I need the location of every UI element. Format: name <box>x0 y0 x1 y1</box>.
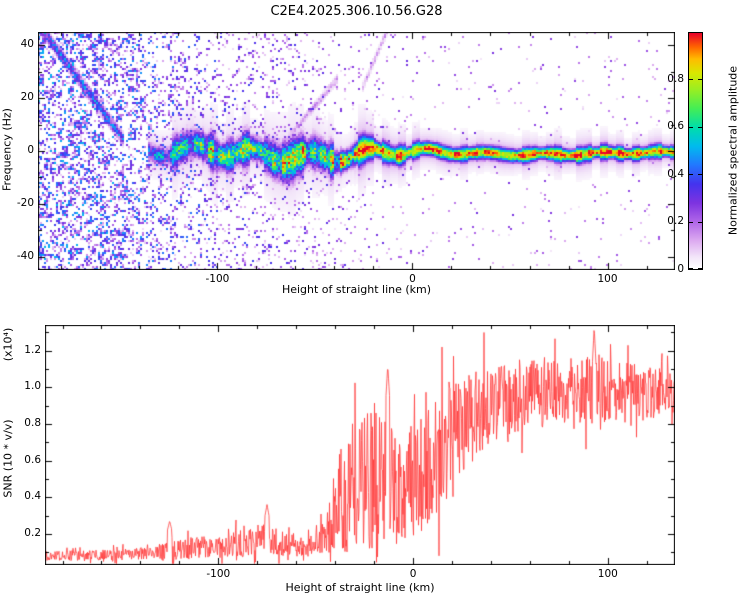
spectrogram-y-tick-label: 40 <box>20 38 34 51</box>
spectrogram-x-tick-label: 100 <box>597 273 618 285</box>
colorbar-tick-mark <box>689 268 693 269</box>
chart-title: C2E4.2025.306.10.56.G28 <box>270 4 443 19</box>
spectrogram-canvas <box>38 32 675 270</box>
colorbar-tick-mark <box>698 126 702 128</box>
colorbar-tick-mark <box>689 174 693 176</box>
spectrogram-xlabel: Height of straight line (km) <box>281 283 432 296</box>
snr-y-tick-label: 1.2 <box>24 343 41 356</box>
colorbar-tick-label: 0.8 <box>667 72 684 85</box>
snr-y-tick-label: 1.0 <box>24 380 41 393</box>
snr-canvas <box>45 325 675 565</box>
colorbar-tick-mark <box>689 126 693 128</box>
snr-x-tick-label: 100 <box>597 568 618 580</box>
colorbar-tick-label: 0.6 <box>667 120 684 133</box>
snr-x-tick-label: 0 <box>409 568 417 580</box>
snr-xlabel: Height of straight line (km) <box>285 581 435 594</box>
colorbar-tick-label: 0.2 <box>667 215 684 228</box>
colorbar <box>688 32 703 270</box>
snr-x-tick-label: -100 <box>206 568 231 580</box>
colorbar-tick-mark <box>698 221 702 223</box>
snr-y-tick-label: 0.2 <box>24 526 41 539</box>
spectrogram-y-tick-label: -40 <box>16 249 34 262</box>
colorbar-tick-label: 0 <box>677 263 684 275</box>
colorbar-tick-mark <box>689 221 693 223</box>
colorbar-tick-label: 0.4 <box>667 167 684 180</box>
spectrogram-y-tick-label: 0 <box>27 144 34 156</box>
snr-y-tick-label: 0.6 <box>24 453 41 466</box>
spectrogram-x-tick-label: 0 <box>409 273 416 285</box>
colorbar-tick-mark <box>698 174 702 176</box>
snr-y-tick-label: 0.4 <box>24 490 41 503</box>
colorbar-tick-mark <box>698 79 702 81</box>
colorbar-tick-mark <box>698 268 702 269</box>
colorbar-label: Normalized spectral amplitude <box>726 65 740 236</box>
spectrogram-x-tick-label: -100 <box>205 273 230 285</box>
colorbar-tick-mark <box>689 79 693 81</box>
spectrogram-y-tick-label: 20 <box>20 91 34 104</box>
snr-y-tick-label: 0.8 <box>24 416 41 429</box>
spectrogram-y-tick-label: -20 <box>16 196 34 209</box>
